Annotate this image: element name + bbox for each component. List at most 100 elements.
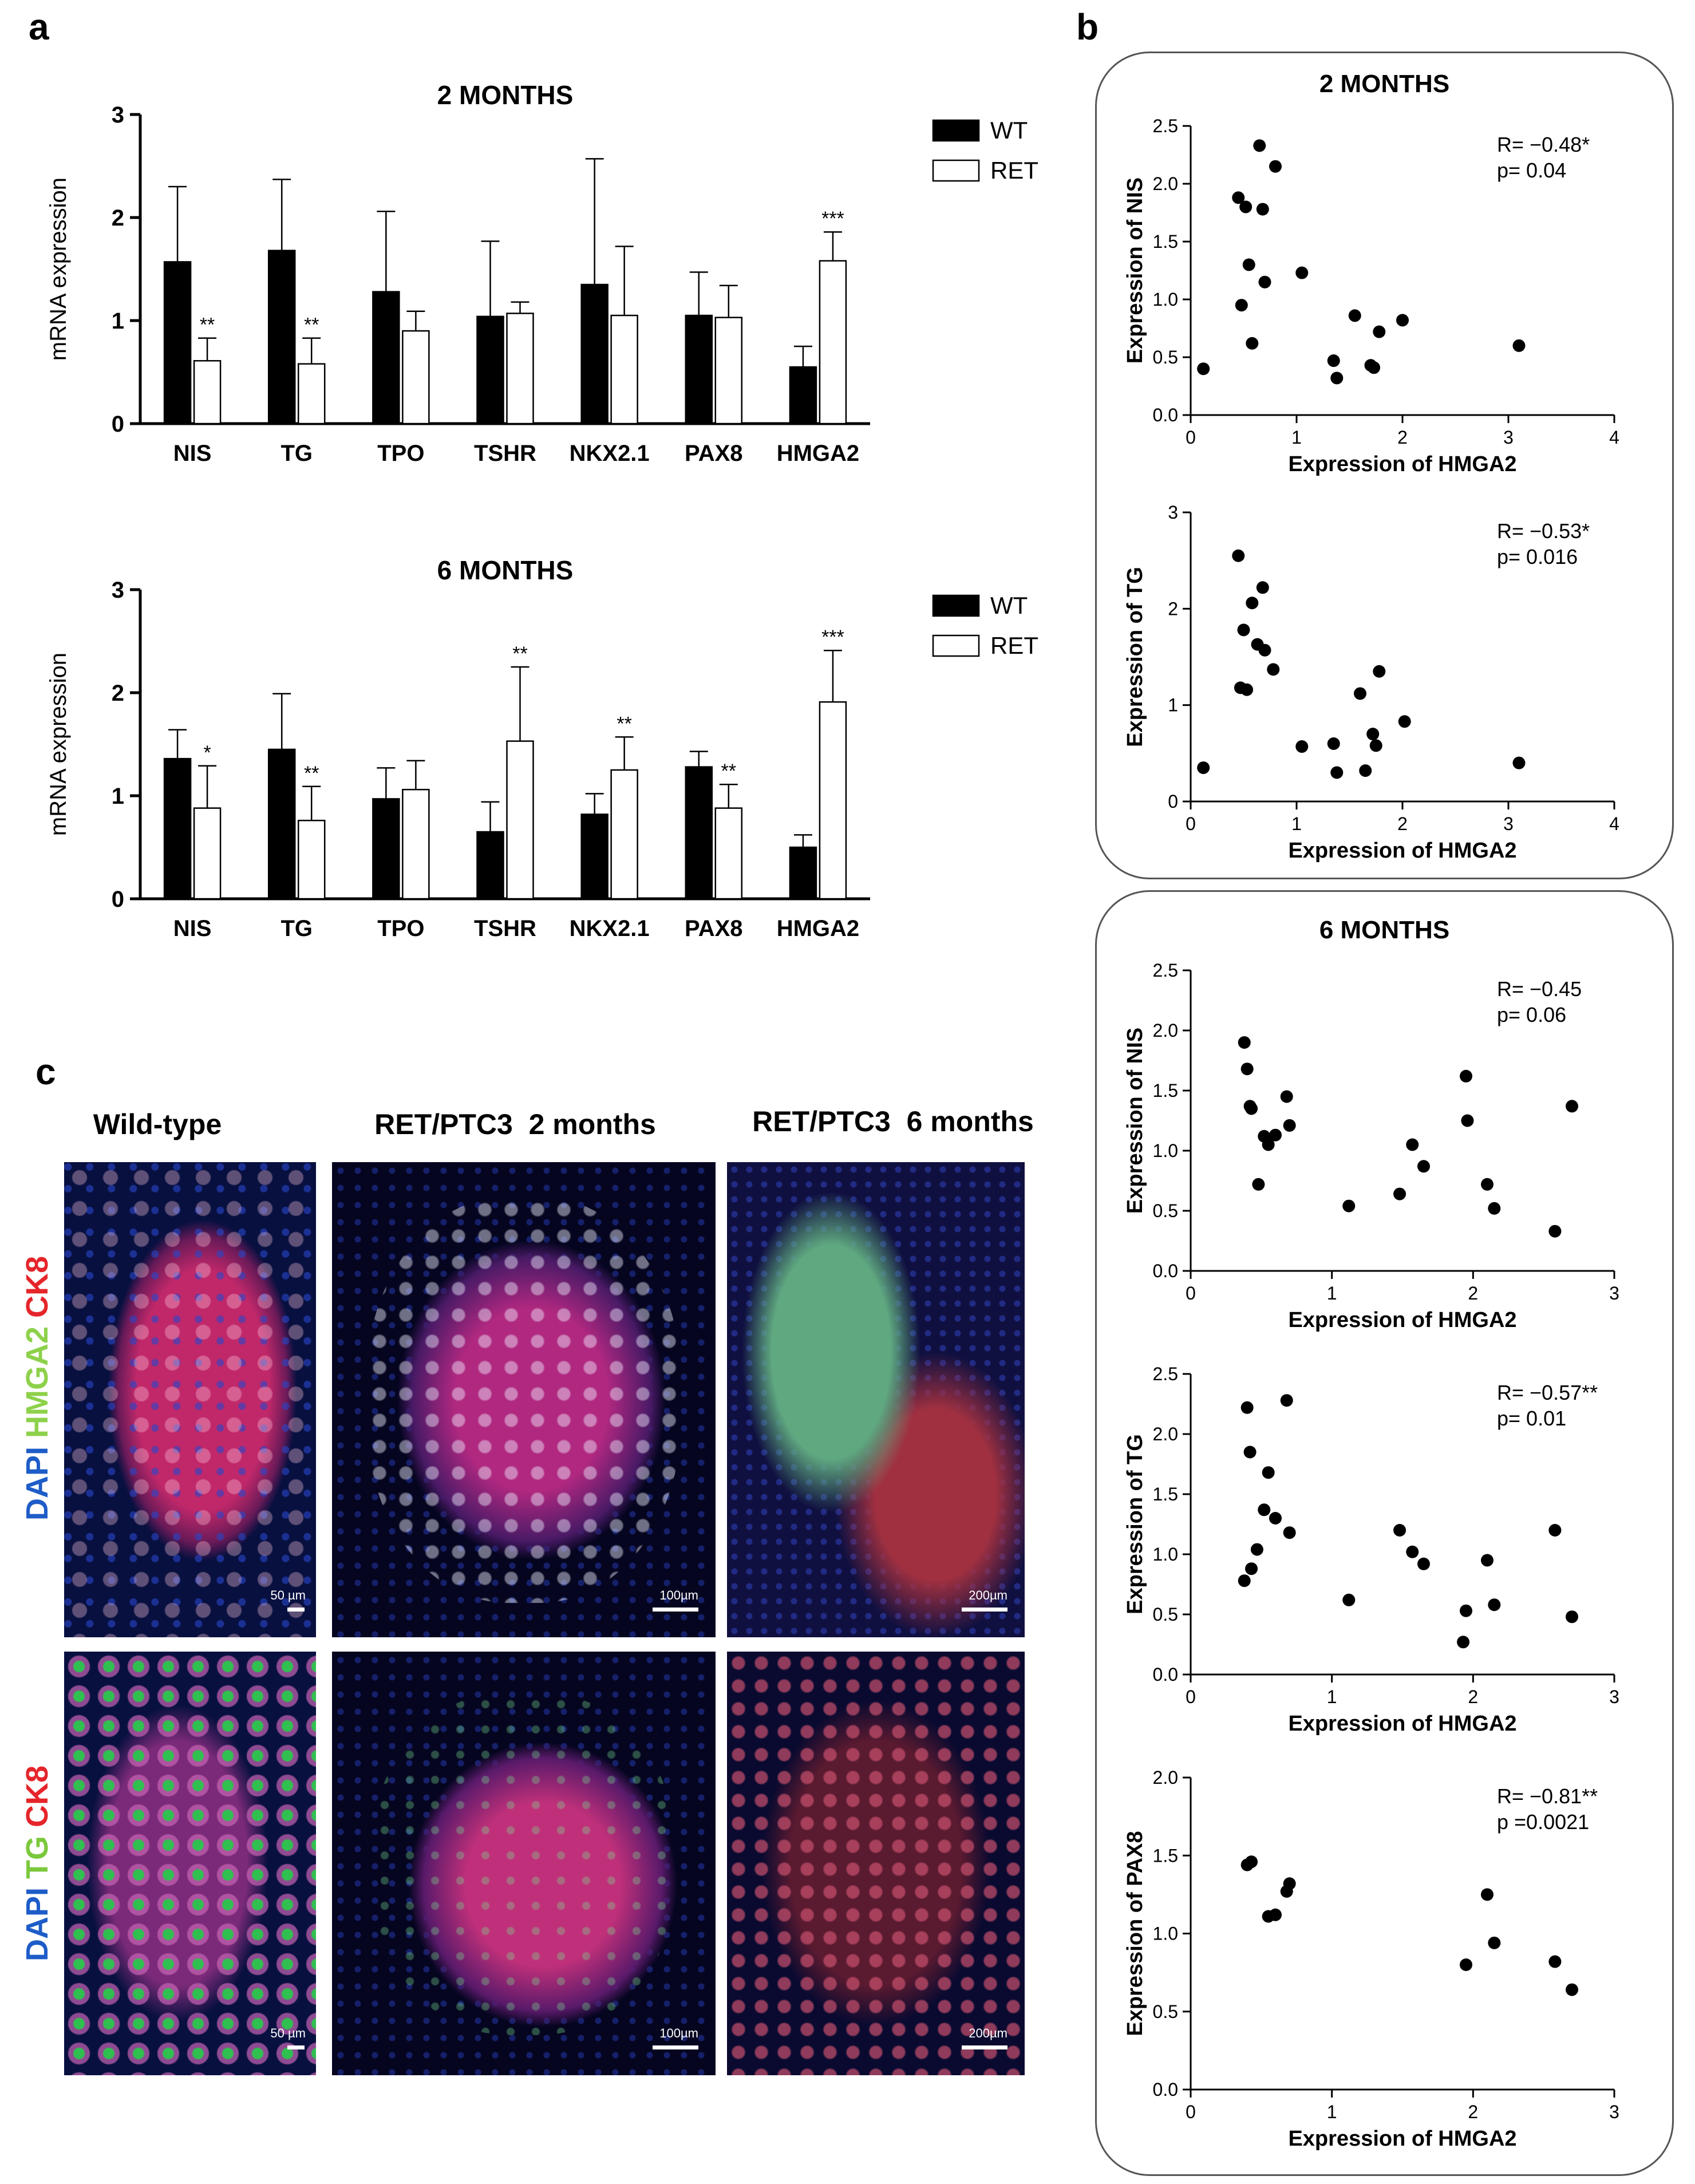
scatter-point [1348,309,1361,322]
scatter-point [1245,1855,1258,1869]
scatter-point [1359,764,1372,777]
x-axis-label: Expression of HMGA2 [1288,1308,1516,1332]
x-tick-label: TPO [377,916,424,941]
y-tick-label: 1.5 [1153,1845,1178,1866]
scatter-point [1342,1593,1356,1606]
x-tick-label: 3 [1609,1283,1619,1304]
tissue-overlay [372,1692,675,2035]
bar-ret [297,819,326,900]
scatter-point [1269,160,1282,173]
chart-title: 6 MONTHS [437,555,574,585]
scatter-point [1461,1114,1474,1127]
y-tick-label: 1.5 [1153,231,1178,252]
significance-label: ** [304,763,319,784]
scatter-point [1269,1908,1282,1921]
y-tick-label: 0.5 [1153,347,1178,368]
scatter-point [1330,766,1344,779]
legend-swatch [932,634,980,657]
scatter-point [1488,1936,1501,1949]
scatter-point [1258,1503,1271,1516]
y-tick-label: 2 [1168,598,1178,619]
micrograph-wt-hmga2: 50 µm [64,1162,316,1637]
y-tick-label: 2.0 [1153,1767,1178,1788]
stat-p: p= 0.04 [1497,159,1566,182]
scatter-point [1330,372,1344,385]
scatter-point [1283,1119,1296,1132]
y-tick-label: 3 [112,102,124,128]
y-tick-label: 1 [1168,695,1178,716]
y-tick-label: 2 [112,681,124,706]
bar-ret [610,314,638,425]
scatter-point [1253,139,1266,152]
y-tick-label: 1.5 [1153,1484,1178,1504]
scatter-point [1512,756,1526,769]
scatter-point [1267,663,1280,676]
bar-wt [267,250,296,425]
x-tick-label: 0 [1186,2102,1196,2122]
panel-label-c: c [35,1051,56,1092]
y-tick-label: 2.5 [1153,960,1178,981]
scatter-point [1457,1636,1470,1649]
scatter-point [1269,1128,1282,1142]
significance-label: ** [304,314,319,336]
bar-ret [506,313,534,425]
y-tick-label: 0 [112,887,124,912]
scatter-point [1258,275,1271,289]
bar-wt [267,748,296,900]
column-label-ret-6-months: RET/PTC3 6 months [752,1105,1034,1138]
legend-swatch [932,119,980,142]
x-tick-label: 1 [1327,1687,1337,1707]
scale-bar-label: 100µm [659,2026,698,2040]
x-axis-label: Expression of HMGA2 [1288,452,1516,476]
bar-chart-2-months: 2 MONTHS mRNA expression 0 1 2 3 NIS ** TG ** TPO T… [46,80,1038,466]
scale-bar-label: 200µm [969,2026,1007,2040]
scatter-point [1256,203,1269,216]
scatter-6m-nis: 0.0 0.5 1.0 1.5 2.0 2.5 0 1 2 3 Expression of HMGA… [1123,960,1619,1332]
x-tick-label: 1 [1291,813,1302,834]
y-tick-label: 1.0 [1153,1924,1178,1944]
bar-ret [714,807,743,900]
y-tick-label: 3 [112,578,124,603]
stat-p: p= 0.016 [1497,545,1578,568]
scatter-2m-tg: 0 1 2 3 0 1 2 3 4 Expression of HMGA2 Expression o… [1123,502,1619,863]
scatter-2m-nis: 0.0 0.5 1.0 1.5 2.0 2.5 0 1 2 3 4 Expression of HMG… [1123,116,1619,476]
significance-label: * [203,742,211,764]
x-tick-label: 2 [1468,1283,1478,1304]
x-tick-label: TSHR [474,441,536,466]
stat-r: R= −0.81** [1497,1784,1598,1808]
bar-ret [193,807,222,900]
scatter-point [1373,325,1386,338]
scatter-point [1393,1524,1406,1537]
x-axis-label: Expression of HMGA2 [1288,1712,1516,1736]
y-tick-label: 0 [112,412,124,437]
scatter-point [1373,665,1386,678]
scatter-point [1240,1401,1254,1414]
x-tick-label: PAX8 [685,916,743,941]
scatter-point [1393,1187,1406,1200]
x-tick-label: 2 [1468,1687,1478,1707]
scale-bar-label: 100µm [659,1588,698,1602]
y-axis-label: Expression of NIS [1123,177,1147,364]
significance-label: ** [617,713,631,734]
scatter-point [1238,1574,1251,1587]
scatter-point [1245,1102,1258,1115]
scatter-point [1197,362,1210,376]
x-tick-label: 2 [1397,427,1408,448]
y-axis-label: mRNA expression [46,653,71,836]
legend-label: RET [990,632,1038,659]
bar-ret [506,740,534,900]
scatter-point [1283,1877,1296,1890]
scatter-group-title-2-months: 2 MONTHS [1319,70,1450,98]
scale-bar [962,2045,1007,2049]
column-label-ret-2-months: RET/PTC3 2 months [374,1108,656,1140]
bar-wt [372,798,400,900]
scatter-point [1242,258,1255,271]
y-tick-label: 0.5 [1153,2001,1178,2022]
micrograph-ret-2m-tg: 100µm [332,1652,716,2075]
scatter-point [1481,1178,1494,1191]
y-tick-label: 1.5 [1153,1080,1178,1101]
scatter-point [1280,1394,1293,1407]
tissue-overlay [64,1162,316,1637]
y-axis-label: Expression of NIS [1123,1028,1147,1214]
y-tick-label: 2.0 [1153,1424,1178,1444]
